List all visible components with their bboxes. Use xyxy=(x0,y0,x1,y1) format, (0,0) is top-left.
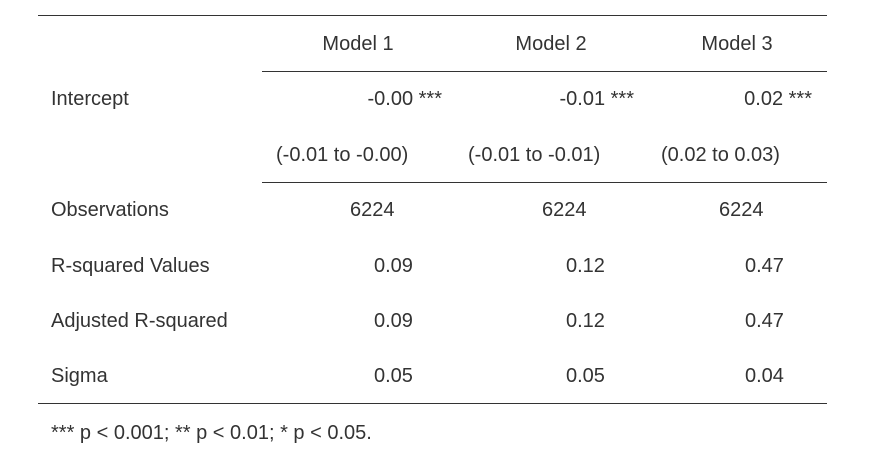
observations-model-1: 6224 xyxy=(350,199,395,221)
adjusted-r-squared-model-1: 0.09 xyxy=(374,310,413,332)
intercept-ci-model-2: (-0.01 to -0.01) xyxy=(468,144,601,166)
intercept-model-2: -0.01 *** xyxy=(559,88,635,110)
table-top-rule xyxy=(38,15,827,16)
r-squared-model-2: 0.12 xyxy=(566,255,605,277)
observations-model-3: 6224 xyxy=(719,199,764,221)
column-header-model-3: Model 3 xyxy=(701,33,773,55)
intercept-model-3: 0.02 *** xyxy=(744,88,812,110)
intercept-ci-model-3: (0.02 to 0.03) xyxy=(661,144,780,166)
table-bottom-rule xyxy=(38,403,827,404)
r-squared-model-1: 0.09 xyxy=(374,255,413,277)
coefficients-bottom-rule xyxy=(262,182,827,183)
row-label-sigma: Sigma xyxy=(51,365,108,387)
intercept-model-1: -0.00 *** xyxy=(367,88,443,110)
sigma-model-3: 0.04 xyxy=(745,365,784,387)
row-label-r-squared: R-squared Values xyxy=(51,255,210,277)
row-label-adjusted-r-squared: Adjusted R-squared xyxy=(51,310,228,332)
row-label-intercept: Intercept xyxy=(51,88,129,110)
row-label-observations: Observations xyxy=(51,199,169,221)
adjusted-r-squared-model-3: 0.47 xyxy=(745,310,784,332)
column-header-model-2: Model 2 xyxy=(515,33,587,55)
column-header-model-1: Model 1 xyxy=(322,33,394,55)
sigma-model-1: 0.05 xyxy=(374,365,413,387)
intercept-ci-model-1: (-0.01 to -0.00) xyxy=(276,144,409,166)
significance-note: *** p < 0.001; ** p < 0.01; * p < 0.05. xyxy=(51,422,372,444)
header-bottom-rule xyxy=(262,71,827,72)
r-squared-model-3: 0.47 xyxy=(745,255,784,277)
observations-model-2: 6224 xyxy=(542,199,587,221)
adjusted-r-squared-model-2: 0.12 xyxy=(566,310,605,332)
sigma-model-2: 0.05 xyxy=(566,365,605,387)
